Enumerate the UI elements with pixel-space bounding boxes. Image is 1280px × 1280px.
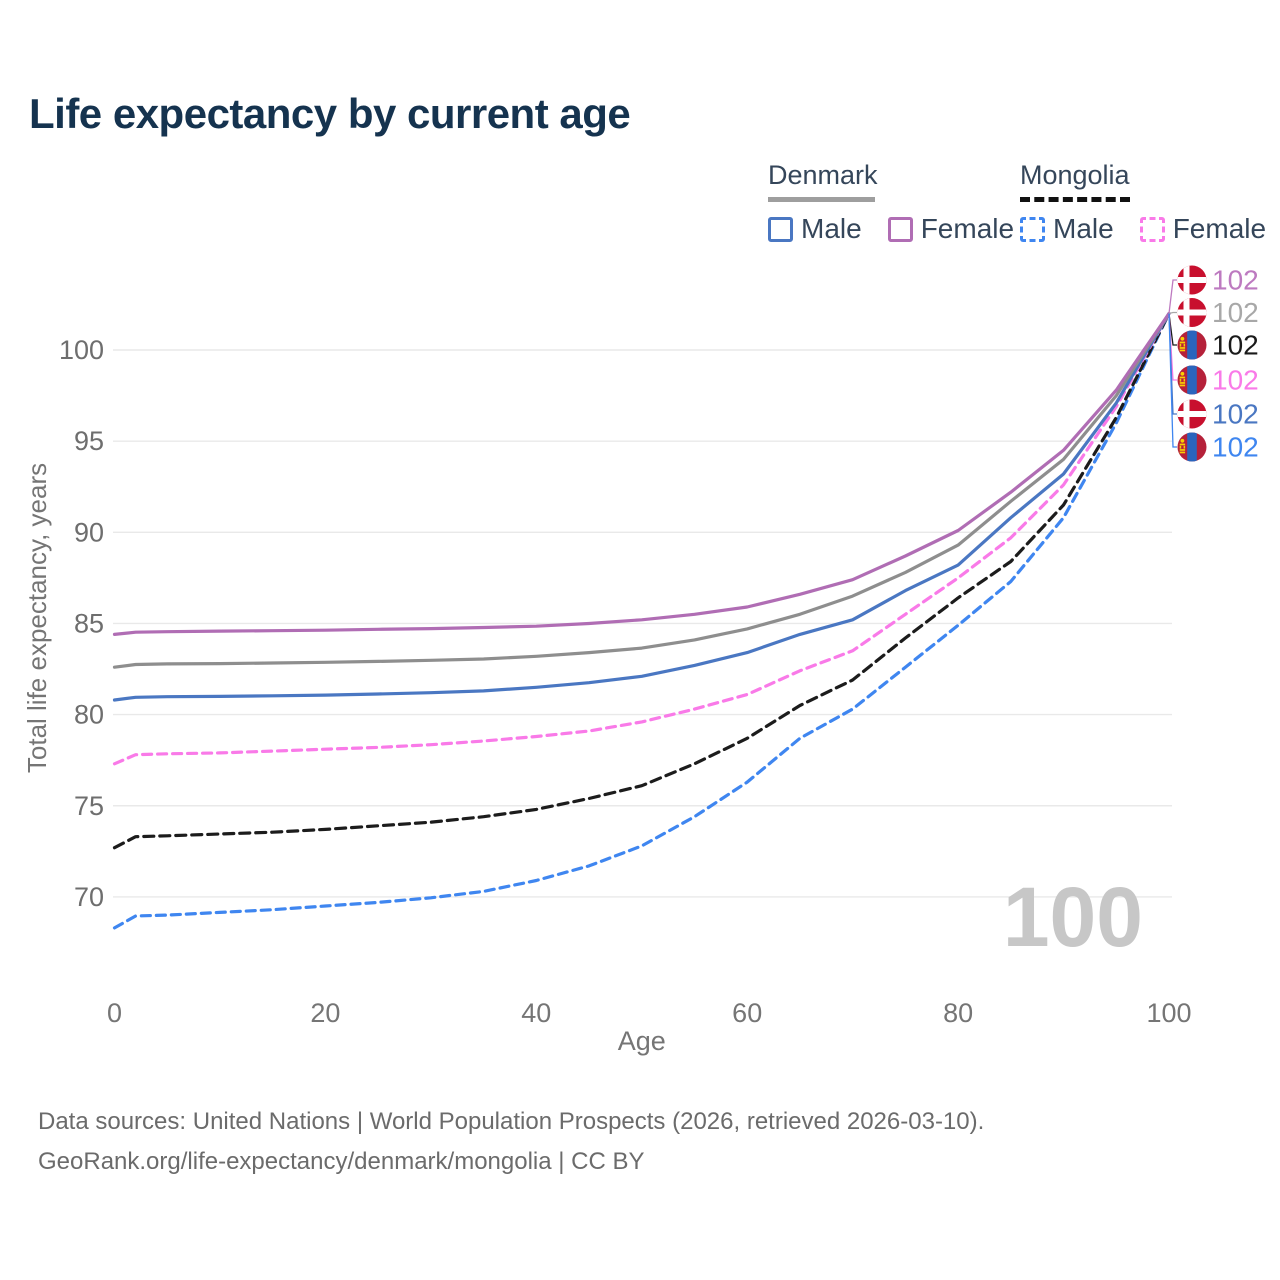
end-value-label: 102 xyxy=(1212,330,1259,361)
x-tick-label: 100 xyxy=(1146,998,1191,1028)
x-tick-label: 40 xyxy=(521,998,551,1028)
x-tick-label: 0 xyxy=(107,998,122,1028)
legend-mongolia-header[interactable]: Mongolia xyxy=(1020,160,1130,190)
legend-denmark-female-label: Female xyxy=(920,213,1015,244)
mongolia-flag-icon xyxy=(1177,365,1207,395)
data-sources-text: Data sources: United Nations | World Pop… xyxy=(38,1108,985,1135)
legend-item-mongolia-male[interactable]: Male xyxy=(1020,213,1114,245)
age-counter-watermark: 100 xyxy=(1003,870,1143,964)
legend-denmark-male-label: Male xyxy=(801,213,862,244)
end-label-leader-line xyxy=(1168,313,1177,346)
legend-mongolia-male-label: Male xyxy=(1053,213,1114,244)
legend-denmark-underline xyxy=(768,197,875,202)
legend-group-mongolia: Mongolia Male Female xyxy=(1020,160,1266,245)
attribution-text: GeoRank.org/life-expectancy/denmark/mong… xyxy=(38,1148,645,1175)
end-value-label: 102 xyxy=(1212,399,1259,430)
denmark-flag-icon xyxy=(1177,399,1207,429)
mongolia-male-checkbox-icon[interactable] xyxy=(1020,216,1045,242)
end-value-label: 102 xyxy=(1212,297,1259,328)
y-tick-label: 85 xyxy=(74,608,104,638)
series-line-denmark-female xyxy=(112,311,1171,637)
x-axis-title: Age xyxy=(618,1026,666,1056)
denmark-flag-icon xyxy=(1177,298,1207,327)
mongolia-female-checkbox-icon[interactable] xyxy=(1139,216,1165,242)
denmark-male-checkbox-icon[interactable] xyxy=(768,216,793,242)
y-tick-label: 75 xyxy=(74,791,104,821)
legend-item-mongolia-female[interactable]: Female xyxy=(1139,213,1267,245)
legend-mongolia-female-label: Female xyxy=(1172,213,1267,244)
end-value-label: 102 xyxy=(1212,365,1259,396)
legend-mongolia-underline xyxy=(1020,197,1130,202)
legend-group-denmark: Denmark Male Female xyxy=(768,160,1014,245)
legend-item-denmark-female[interactable]: Female xyxy=(887,213,1015,245)
chart-title: Life expectancy by current age xyxy=(29,90,631,137)
end-value-label: 102 xyxy=(1212,265,1259,296)
series-line-mongolia-male xyxy=(112,311,1171,930)
legend-denmark-header[interactable]: Denmark xyxy=(768,160,878,190)
x-tick-label: 80 xyxy=(943,998,973,1028)
y-tick-label: 80 xyxy=(74,700,104,730)
x-tick-label: 60 xyxy=(732,998,762,1028)
end-label-leader-line xyxy=(1168,313,1177,448)
y-tick-label: 100 xyxy=(59,335,104,365)
y-tick-label: 70 xyxy=(74,882,104,912)
x-tick-label: 20 xyxy=(310,998,340,1028)
end-value-label: 102 xyxy=(1212,432,1259,463)
series-line-mongolia-both-sexes xyxy=(112,311,1171,850)
series-line-mongolia-female xyxy=(112,311,1171,766)
end-label-leader-line xyxy=(1168,311,1177,315)
mongolia-flag-icon xyxy=(1177,330,1207,360)
denmark-flag-icon xyxy=(1177,265,1207,295)
y-tick-label: 95 xyxy=(74,426,104,456)
series-line-denmark-both-sexes xyxy=(112,311,1171,669)
mongolia-flag-icon xyxy=(1177,432,1207,462)
end-label-leader-line xyxy=(1168,279,1177,314)
denmark-female-checkbox-icon[interactable] xyxy=(887,216,913,242)
y-axis-title: Total life expectancy, years xyxy=(22,463,52,773)
series-line-denmark-male xyxy=(112,311,1171,702)
legend-item-denmark-male[interactable]: Male xyxy=(768,213,862,245)
y-tick-label: 90 xyxy=(74,517,104,547)
